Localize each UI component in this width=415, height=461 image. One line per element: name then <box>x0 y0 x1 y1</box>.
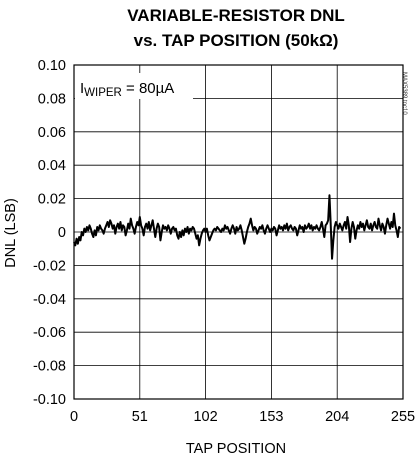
y-tick-label: -0.02 <box>33 258 66 274</box>
annotation-subscript: WIPER <box>84 87 122 99</box>
y-tick-label: 0.08 <box>38 91 66 107</box>
x-axis-title: TAP POSITION <box>186 441 286 457</box>
y-tick-labels: 0.10 0.08 0.06 0.04 0.02 0 -0.02 -0.04 -0.06 -0.0… <box>33 58 66 408</box>
annotation-main: I <box>80 80 84 97</box>
y-tick-label: 0.02 <box>38 192 66 208</box>
x-tick-label: 153 <box>259 409 283 425</box>
x-tick-labels: 0 51 102 153 204 255 <box>70 409 415 425</box>
y-tick-label: -0.08 <box>33 359 66 375</box>
y-tick-label: -0.06 <box>33 325 66 341</box>
x-tick-label: 255 <box>391 409 415 425</box>
x-tick-label: 102 <box>193 409 217 425</box>
wiper-current-annotation: IWIPER = 80µA <box>80 80 174 99</box>
chart-title: VARIABLE-RESISTOR DNL <box>127 6 345 25</box>
x-tick-label: 0 <box>70 409 78 425</box>
y-axis-title: DNL (LSB) <box>3 198 19 268</box>
y-tick-label: -0.04 <box>33 292 66 308</box>
y-tick-label: 0 <box>58 225 66 241</box>
x-tick-label: 204 <box>325 409 349 425</box>
y-tick-label: -0.10 <box>33 392 66 408</box>
chart-subtitle: vs. TAP POSITION (50kΩ) <box>134 31 339 50</box>
figure-code-watermark: MAX5389 toc10 <box>401 72 407 115</box>
annotation-rest: = 80µA <box>122 80 174 97</box>
annotation-background <box>75 73 193 99</box>
x-tick-label: 51 <box>132 409 148 425</box>
y-tick-label: 0.10 <box>38 58 66 74</box>
dnl-series-line <box>73 194 402 260</box>
y-tick-label: 0.04 <box>38 158 66 174</box>
y-tick-label: 0.06 <box>38 125 66 141</box>
grid-lines <box>74 65 403 399</box>
plot-frame <box>73 64 404 400</box>
